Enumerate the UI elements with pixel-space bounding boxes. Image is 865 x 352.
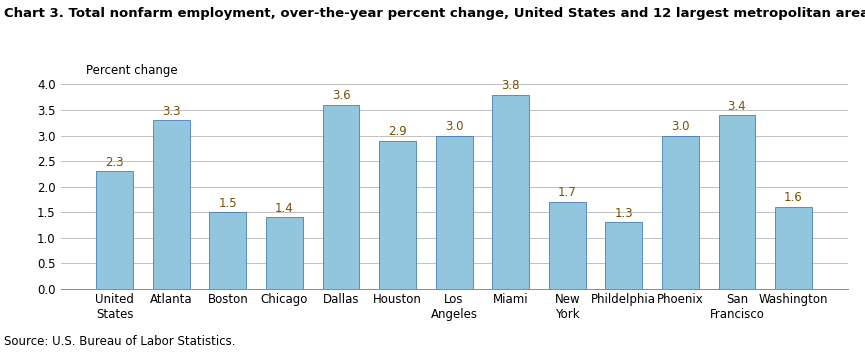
Text: 1.4: 1.4	[275, 202, 294, 215]
Bar	[549, 202, 586, 289]
Text: 1.6: 1.6	[785, 191, 803, 205]
Bar	[775, 207, 812, 289]
Text: 2.9: 2.9	[388, 125, 407, 138]
Bar	[662, 136, 699, 289]
Text: 1.5: 1.5	[219, 196, 237, 209]
Text: Chart 3. Total nonfarm employment, over-the-year percent change, United States a: Chart 3. Total nonfarm employment, over-…	[4, 7, 865, 20]
Text: 2.3: 2.3	[106, 156, 124, 169]
Text: 3.8: 3.8	[502, 79, 520, 92]
Bar	[606, 222, 642, 289]
Bar	[436, 136, 472, 289]
Text: 1.7: 1.7	[558, 186, 577, 199]
Bar	[96, 171, 133, 289]
Text: 3.3: 3.3	[162, 105, 181, 118]
Text: 3.0: 3.0	[445, 120, 464, 133]
Bar	[153, 120, 189, 289]
Bar	[719, 115, 755, 289]
Text: 3.6: 3.6	[331, 89, 350, 102]
Text: Source: U.S. Bureau of Labor Statistics.: Source: U.S. Bureau of Labor Statistics.	[4, 335, 236, 348]
Text: 3.4: 3.4	[727, 100, 746, 113]
Bar	[209, 212, 247, 289]
Bar	[492, 95, 529, 289]
Bar	[323, 105, 359, 289]
Bar	[379, 141, 416, 289]
Text: Percent change: Percent change	[86, 64, 178, 77]
Text: 1.3: 1.3	[614, 207, 633, 220]
Text: 3.0: 3.0	[671, 120, 689, 133]
Bar	[266, 217, 303, 289]
